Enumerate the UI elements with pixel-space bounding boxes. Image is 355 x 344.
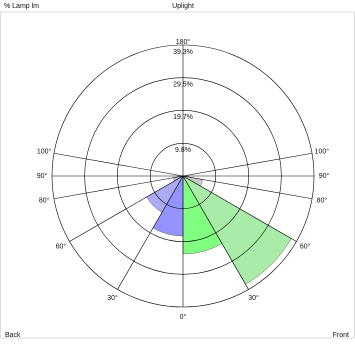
- spoke: [53, 152, 184, 177]
- spoke: [69, 175, 184, 242]
- legend-label: Front: [333, 332, 349, 339]
- angle-tick-label: 60°: [56, 242, 67, 250]
- angle-tick-label: 90°: [37, 172, 48, 180]
- axis-label: % Lamp lm: [4, 3, 39, 10]
- angle-tick-label: 0°: [180, 313, 187, 321]
- spoke: [53, 175, 184, 200]
- r-tick-label: 9.8%: [175, 147, 191, 154]
- legend-label: Back: [5, 332, 21, 339]
- angle-tick-label: 30°: [248, 294, 259, 302]
- angle-tick-label: 180°: [176, 38, 191, 46]
- angle-tick-label: 60°: [300, 242, 311, 250]
- angle-tick-label: 80°: [39, 196, 50, 204]
- angle-tick-label: 90°: [319, 172, 330, 180]
- angle-tick-label: 80°: [317, 196, 328, 204]
- spoke: [182, 175, 297, 242]
- spoke: [182, 152, 313, 177]
- r-tick-label: 19.7%: [173, 114, 193, 121]
- spoke: [117, 175, 184, 290]
- angle-tick-label: 30°: [107, 294, 118, 302]
- r-tick-label: 29.5%: [173, 82, 193, 89]
- spoke: [182, 175, 313, 200]
- angle-tick-label: 100°: [37, 147, 52, 155]
- chart-title: Uplight: [172, 3, 194, 10]
- r-tick-label: 39.3%: [173, 49, 193, 56]
- spoke: [182, 175, 249, 290]
- angle-tick-label: 100°: [315, 147, 330, 155]
